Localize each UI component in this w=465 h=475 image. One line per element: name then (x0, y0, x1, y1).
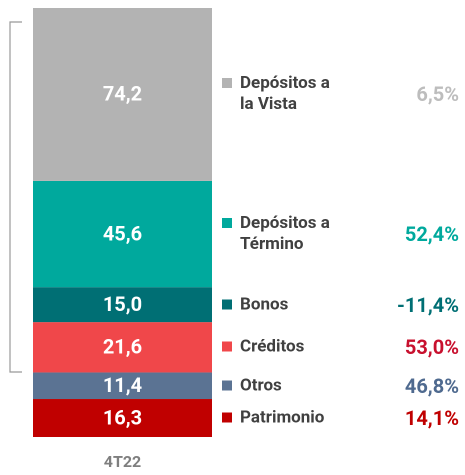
value-label: 16,3 (103, 405, 142, 429)
bar-segment (33, 322, 212, 373)
bar-segment (33, 372, 212, 400)
legend-item: Depósitos a Término (222, 213, 340, 255)
legend-item: Patrimonio (222, 408, 340, 429)
legend-swatch (222, 380, 232, 391)
change-label: 6,5% (416, 82, 459, 107)
legend-item: Créditos (222, 337, 340, 358)
legend-item: Depósitos a la Vista (222, 73, 340, 115)
bar-segment (33, 8, 212, 181)
bar-segment (33, 399, 212, 437)
change-label: -11,4% (396, 292, 459, 317)
legend-swatch (222, 218, 232, 229)
legend-item: Bonos (222, 294, 340, 315)
legend-swatch (222, 78, 232, 89)
value-label: 15,0 (103, 292, 142, 316)
change-label: 52,4% (404, 222, 459, 247)
legend-label: Otros (240, 375, 282, 396)
legend-label: Depósitos a Término (240, 213, 330, 255)
bar-segment (33, 287, 212, 323)
bar-segment (33, 180, 212, 288)
legend-item: Otros (222, 375, 340, 396)
value-label: 45,6 (103, 221, 142, 245)
legend-label: Créditos (240, 336, 305, 357)
legend-label: Bonos (240, 294, 289, 315)
change-label: 53,0% (404, 335, 459, 360)
legend-label: Depósitos a la Vista (240, 73, 330, 115)
legend-swatch (222, 299, 232, 310)
legend-swatch (222, 341, 232, 352)
value-label: 11,4 (103, 373, 142, 397)
bracket (9, 21, 22, 373)
change-label: 46,8% (404, 373, 459, 398)
legend-swatch (222, 412, 232, 423)
change-label: 14,1% (404, 406, 459, 430)
value-label: 21,6 (103, 335, 142, 359)
value-label: 74,2 (103, 82, 142, 106)
legend-label: Patrimonio (240, 407, 325, 428)
x-tick-label: 4T22 (104, 452, 141, 471)
